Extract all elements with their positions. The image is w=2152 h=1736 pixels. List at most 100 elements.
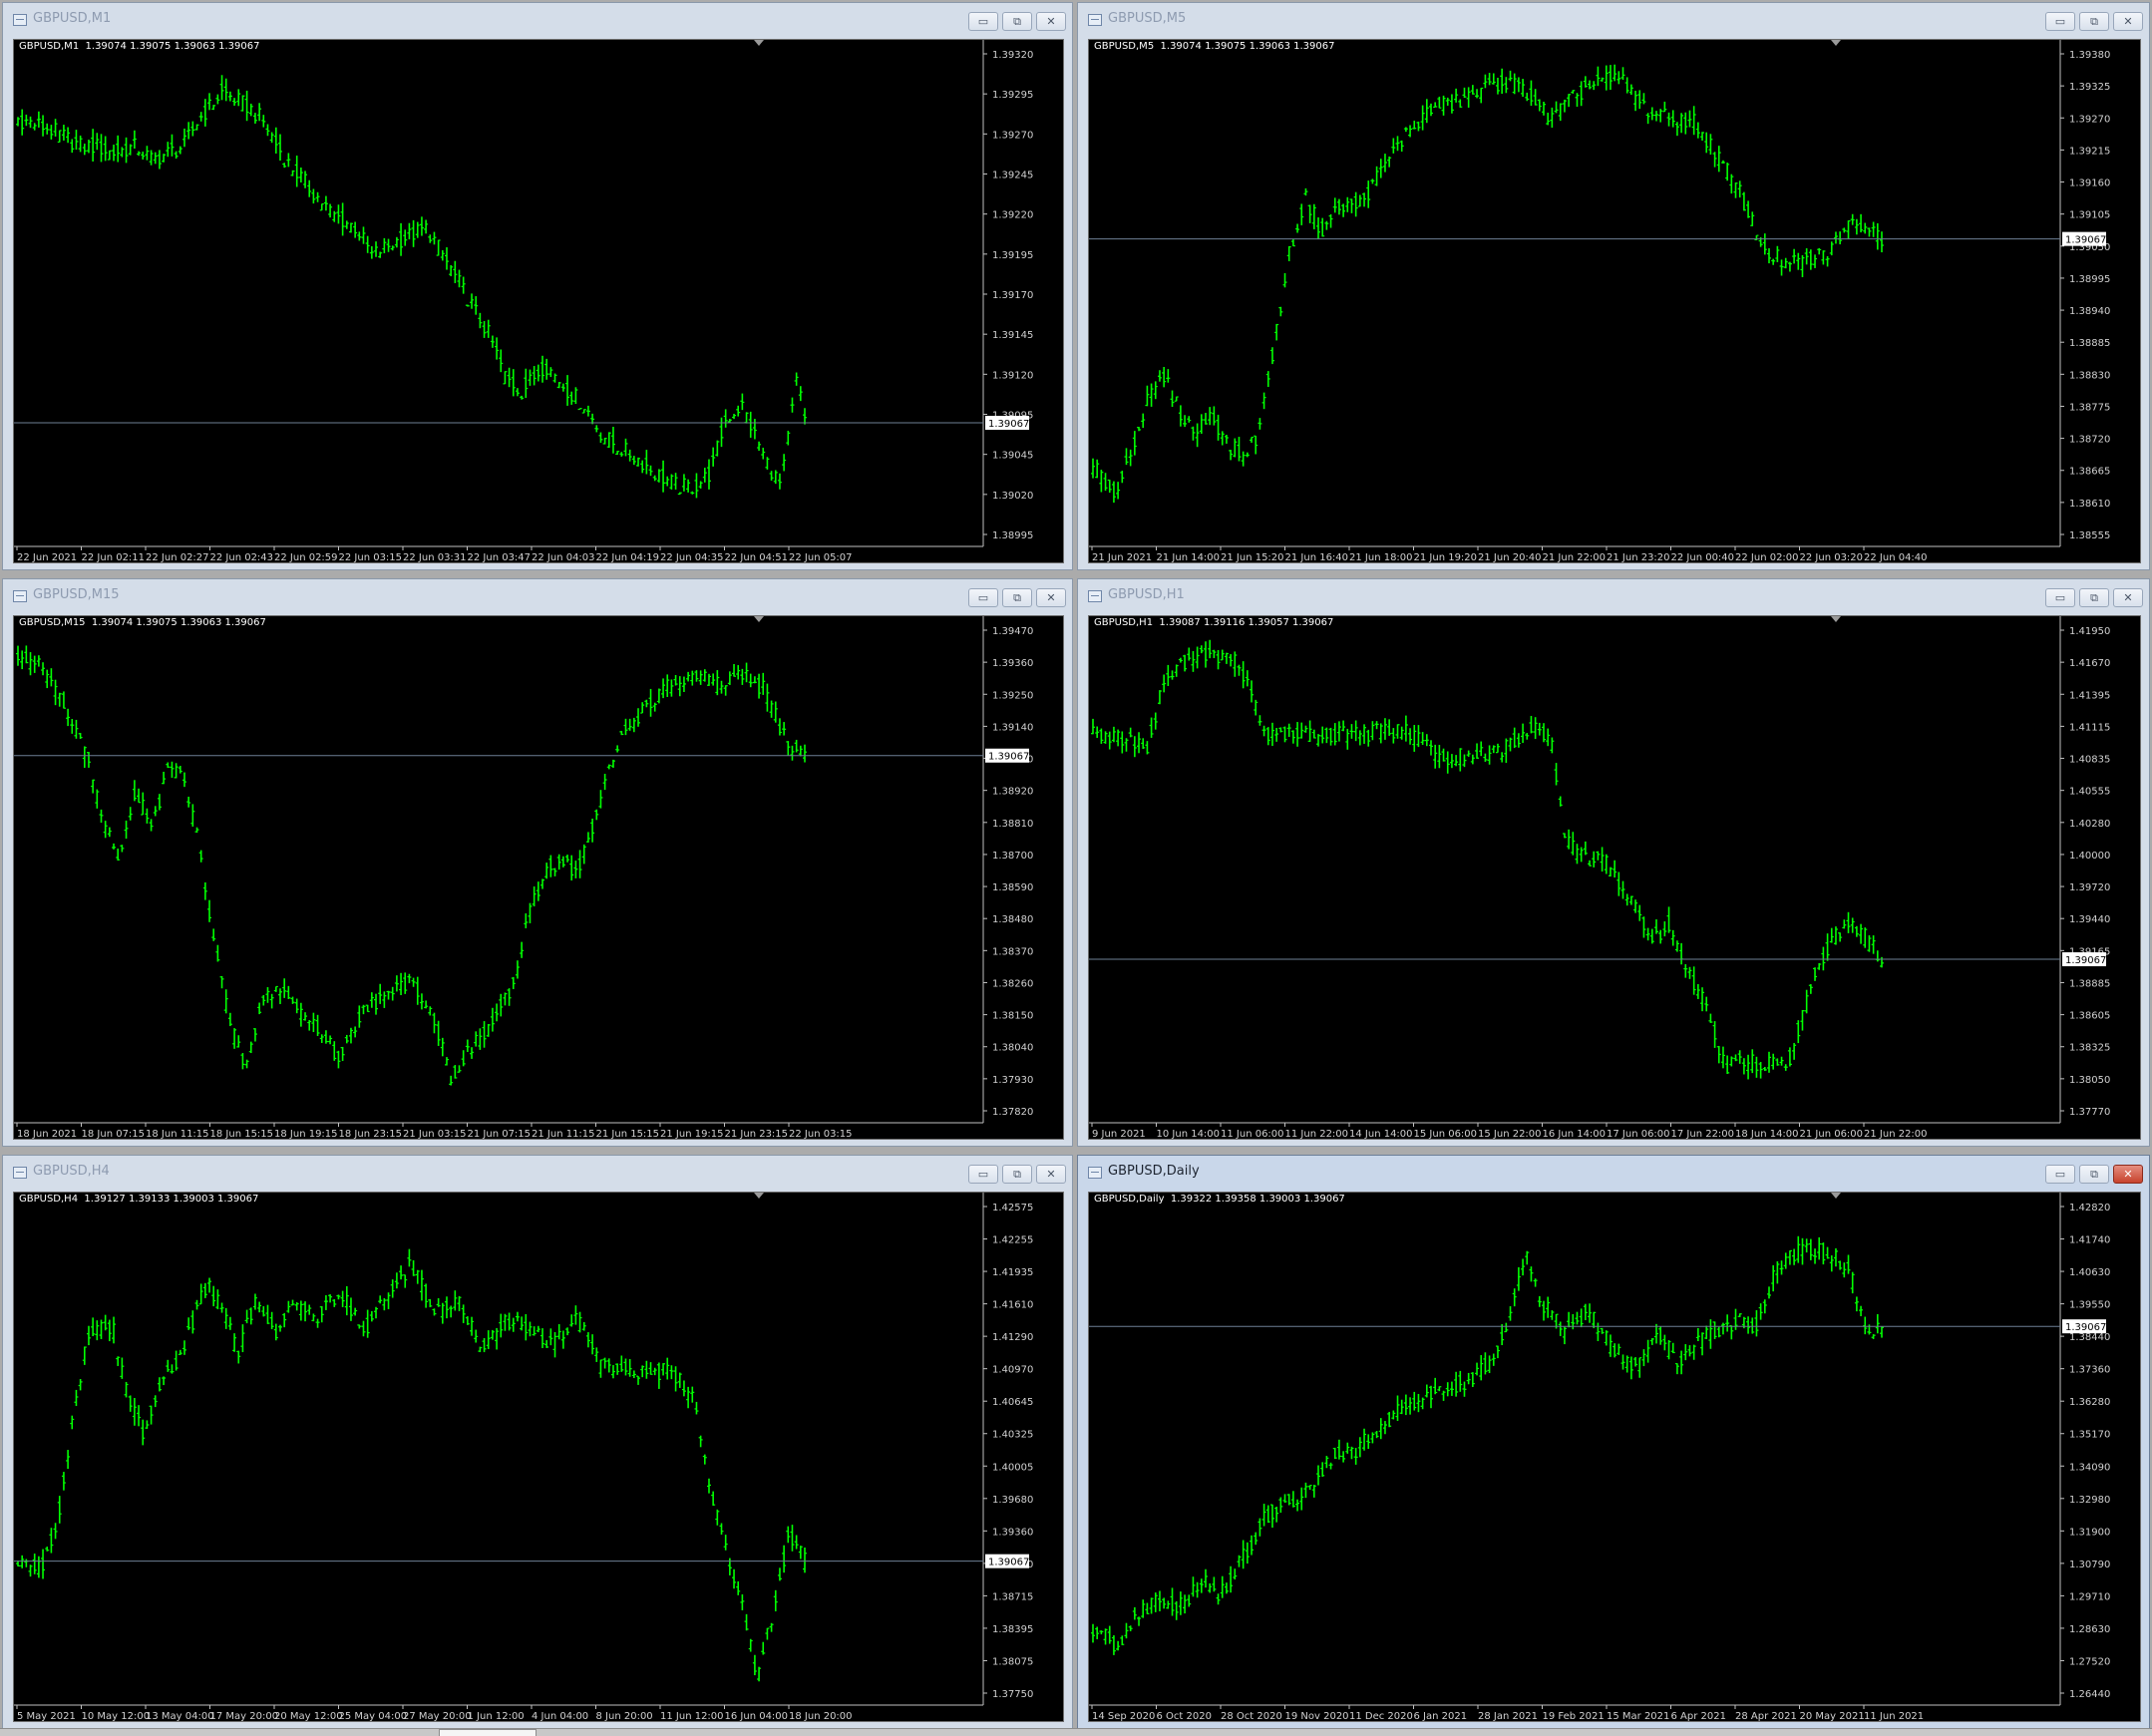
minimize-icon[interactable]: ▭ xyxy=(2045,12,2075,31)
window-title-bar[interactable]: GBPUSD,M5 ▭ ⧉ ✕ xyxy=(1078,3,2149,39)
price-tick-label: 1.39550 xyxy=(2069,1300,2110,1311)
close-icon[interactable]: ✕ xyxy=(2113,1165,2143,1184)
chart-window-icon xyxy=(13,590,27,602)
chart-plot-area[interactable]: 1.42575 1.42255 1.41935 1.41610 1.41290 1.409… xyxy=(13,1192,1064,1722)
chart-tab[interactable] xyxy=(439,1729,537,1736)
time-axis-label: 22 Jun 05:07 xyxy=(789,552,853,563)
time-axis-label: 21 Jun 15:15 xyxy=(596,1129,660,1140)
window-title-bar[interactable]: GBPUSD,M1 ▭ ⧉ ✕ xyxy=(3,3,1072,39)
current-price-label: 1.39067 xyxy=(988,752,1029,763)
price-tick-label: 1.38260 xyxy=(992,978,1033,989)
chart-shift-marker[interactable] xyxy=(1831,616,1841,622)
price-tick-label: 1.39145 xyxy=(992,330,1033,341)
time-axis-label: 21 Jun 03:15 xyxy=(403,1129,467,1140)
restore-icon[interactable]: ⧉ xyxy=(1002,12,1032,31)
price-chart[interactable]: 1.394701.393601.392501.391401.390301.389… xyxy=(14,616,1065,1141)
price-tick-label: 1.41115 xyxy=(2069,722,2110,733)
restore-icon[interactable]: ⧉ xyxy=(2079,588,2109,607)
minimize-icon[interactable]: ▭ xyxy=(968,1165,998,1184)
time-axis-label: 21 Jun 22:00 xyxy=(1543,552,1607,563)
time-axis-label: 18 Jun 2021 xyxy=(17,1129,77,1140)
current-price-label: 1.39067 xyxy=(988,1558,1029,1568)
time-axis-label: 28 Oct 2020 xyxy=(1221,1711,1282,1722)
chart-shift-marker[interactable] xyxy=(754,40,764,46)
time-axis-label: 22 Jun 02:43 xyxy=(210,552,274,563)
candles xyxy=(16,1248,807,1682)
time-axis-label: 5 May 2021 xyxy=(17,1711,76,1722)
restore-icon[interactable]: ⧉ xyxy=(1002,1165,1032,1184)
minimize-icon[interactable]: ▭ xyxy=(968,12,998,31)
current-price-label: 1.39067 xyxy=(2065,235,2106,246)
close-icon[interactable]: ✕ xyxy=(2113,588,2143,607)
chart-window[interactable]: GBPUSD,M1 ▭ ⧉ ✕ 1.39320 1.39295 1.39270 1.39245… xyxy=(2,2,1073,570)
restore-icon[interactable]: ⧉ xyxy=(1002,588,1032,607)
price-chart[interactable]: 1.42820 1.41740 1.40630 1.39550 1.38440 1.373… xyxy=(1089,1193,2142,1723)
chart-window[interactable]: GBPUSD,H4 ▭ ⧉ ✕ 1.42575 1.42255 1.41935 1.41610… xyxy=(2,1155,1073,1729)
price-tick-label: 1.39095 xyxy=(992,411,1033,422)
ohlc-info: GBPUSD,M15 1.39074 1.39075 1.39063 1.390… xyxy=(19,617,266,628)
time-axis-label: 18 Jun 19:15 xyxy=(274,1129,338,1140)
price-tick-label: 1.38325 xyxy=(2069,1043,2110,1054)
price-tick-label: 1.39295 xyxy=(992,90,1033,101)
close-icon[interactable]: ✕ xyxy=(1036,12,1066,31)
close-icon[interactable]: ✕ xyxy=(1036,588,1066,607)
chart-shift-marker[interactable] xyxy=(754,1193,764,1199)
chart-plot-area[interactable]: 1.41950 1.41670 1.41395 1.41115 1.40835 1.405… xyxy=(1088,615,2141,1140)
time-axis-label: 28 Jan 2021 xyxy=(1478,1711,1538,1722)
time-axis-label: 11 Jun 06:00 xyxy=(1221,1129,1284,1140)
time-axis-label: 17 May 20:00 xyxy=(210,1711,279,1722)
price-tick-label: 1.30790 xyxy=(2069,1560,2110,1570)
price-tick-label: 1.38995 xyxy=(2069,274,2110,285)
price-tick-label: 1.39160 xyxy=(2069,178,2110,189)
chart-plot-area[interactable]: 1.39320 1.39295 1.39270 1.39245 1.39220 1.391… xyxy=(13,39,1064,563)
restore-icon[interactable]: ⧉ xyxy=(2079,1165,2109,1184)
close-icon[interactable]: ✕ xyxy=(2113,12,2143,31)
time-axis-label: 22 Jun 03:20 xyxy=(1800,552,1864,563)
time-axis-label: 17 Jun 22:00 xyxy=(1671,1129,1735,1140)
candles xyxy=(1091,639,1884,1080)
chart-plot-area[interactable]: 1.42820 1.41740 1.40630 1.39550 1.38440 1.373… xyxy=(1088,1192,2141,1722)
chart-window[interactable]: GBPUSD,H1 ▭ ⧉ ✕ 1.41950 1.41670 1.41395 1.41115… xyxy=(1077,578,2150,1147)
time-axis-label: 21 Jun 23:20 xyxy=(1607,552,1670,563)
chart-tabs-strip xyxy=(0,1728,2152,1736)
price-tick-label: 1.40325 xyxy=(992,1430,1033,1441)
price-chart[interactable]: 1.41950 1.41670 1.41395 1.41115 1.40835 1.405… xyxy=(1089,616,2142,1141)
price-tick-label: 1.38370 xyxy=(992,946,1033,957)
price-chart[interactable]: 1.39320 1.39295 1.39270 1.39245 1.39220 1.391… xyxy=(14,40,1065,564)
chart-window[interactable]: GBPUSD,M15 ▭ ⧉ ✕ 1.39470 1.39360 1.39250 1.3914… xyxy=(2,578,1073,1147)
price-chart[interactable]: 1.39380 1.39325 1.39270 1.39215 1.39160 1.391… xyxy=(1089,40,2142,564)
price-tick-label: 1.39360 xyxy=(992,658,1033,669)
time-axis-label: 22 Jun 02:27 xyxy=(146,552,209,563)
window-title: GBPUSD,H4 xyxy=(33,1164,110,1179)
price-chart[interactable]: 1.42575 1.42255 1.41935 1.41610 1.41290 1.409… xyxy=(14,1193,1065,1723)
chart-window[interactable]: GBPUSD,M5 ▭ ⧉ ✕ 1.39380 1.39325 1.39270 1.39215… xyxy=(1077,2,2150,570)
chart-shift-marker[interactable] xyxy=(1831,40,1841,46)
minimize-icon[interactable]: ▭ xyxy=(2045,1165,2075,1184)
time-axis-label: 15 Mar 2021 xyxy=(1607,1711,1669,1722)
window-title-bar[interactable]: GBPUSD,H4 ▭ ⧉ ✕ xyxy=(3,1156,1072,1192)
chart-shift-marker[interactable] xyxy=(754,616,764,622)
chart-plot-area[interactable]: 1.39380 1.39325 1.39270 1.39215 1.39160 1.391… xyxy=(1088,39,2141,563)
time-axis-label: 20 May 12:00 xyxy=(274,1711,343,1722)
price-tick-label: 1.39250 xyxy=(992,690,1033,701)
chart-shift-marker[interactable] xyxy=(1831,1193,1841,1199)
chart-window-icon xyxy=(1088,14,1102,26)
chart-plot-area[interactable]: 1.394701.393601.392501.391401.390301.389… xyxy=(13,615,1064,1140)
price-tick-label: 1.38885 xyxy=(2069,978,2110,989)
window-title-bar[interactable]: GBPUSD,Daily ▭ ⧉ ✕ xyxy=(1078,1156,2149,1192)
price-tick-label: 1.31900 xyxy=(2069,1527,2110,1538)
time-axis-label: 6 Jan 2021 xyxy=(1414,1711,1468,1722)
candles xyxy=(1091,1235,1884,1655)
price-tick-label: 1.39270 xyxy=(2069,114,2110,125)
price-tick-label: 1.41740 xyxy=(2069,1235,2110,1246)
time-axis-label: 17 Jun 06:00 xyxy=(1607,1129,1670,1140)
window-title-bar[interactable]: GBPUSD,H1 ▭ ⧉ ✕ xyxy=(1078,579,2149,615)
minimize-icon[interactable]: ▭ xyxy=(2045,588,2075,607)
close-icon[interactable]: ✕ xyxy=(1036,1165,1066,1184)
price-tick-label: 1.39120 xyxy=(992,370,1033,381)
chart-window[interactable]: GBPUSD,Daily ▭ ⧉ ✕ 1.42820 1.41740 1.40630 1.39… xyxy=(1077,1155,2150,1729)
minimize-icon[interactable]: ▭ xyxy=(968,588,998,607)
time-axis-label: 22 Jun 03:31 xyxy=(403,552,467,563)
restore-icon[interactable]: ⧉ xyxy=(2079,12,2109,31)
window-title-bar[interactable]: GBPUSD,M15 ▭ ⧉ ✕ xyxy=(3,579,1072,615)
